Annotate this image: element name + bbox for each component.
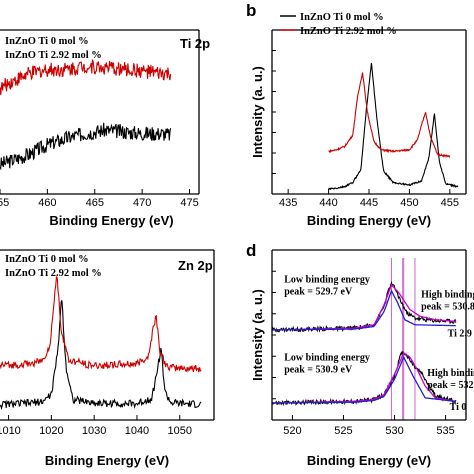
- x-axis-label-b: Binding Energy (eV): [307, 213, 431, 228]
- panel-letter-b: b: [246, 1, 256, 20]
- annotation-d-0: Low binding energy peak = 529.7 eV: [284, 274, 370, 297]
- series-line-d-2: [272, 289, 456, 331]
- x-tick-label-c-1: 1020: [39, 425, 63, 437]
- series-line-c-1: [0, 276, 202, 373]
- annotation-d-1: High binding peak = 530.8: [421, 290, 474, 313]
- annotation-d-2: Ti 2.9: [448, 329, 472, 340]
- x-tick-label-c-4: 1050: [168, 425, 192, 437]
- x-tick-label-b-2: 445: [360, 197, 378, 209]
- x-tick-label-b-1: 440: [319, 197, 337, 209]
- x-axis-label-a: Binding Energy (eV): [49, 213, 173, 228]
- x-tick-label-d-2: 530: [385, 425, 403, 437]
- x-tick-label-d-3: 535: [436, 425, 454, 437]
- annotation-d-3: Low binding energy peak = 530.9 eV: [284, 353, 370, 376]
- series-line-d-5: [272, 355, 456, 404]
- legend-entry-a-1: InZnO Ti 2.92 mol %: [5, 50, 102, 61]
- x-tick-label-b-3: 450: [400, 197, 418, 209]
- series-line-c-0: [0, 300, 202, 411]
- legend-entry-b-0: InZnO Ti 0 mol %: [300, 12, 384, 23]
- series-line-b-0: [328, 62, 459, 191]
- x-tick-label-a-4: 475: [180, 197, 198, 209]
- panel-letter-d: d: [246, 241, 256, 260]
- x-tick-label-b-0: 435: [279, 197, 297, 209]
- panel-title-c: Zn 2p: [178, 258, 213, 273]
- legend-entry-a-0: InZnO Ti 0 mol %: [5, 36, 89, 47]
- panel-a: 455 460 465 470 475 Binding Energy (eV) Ti 2p I…: [0, 29, 210, 228]
- x-tick-label-c-3: 1040: [125, 425, 149, 437]
- x-tick-label-b-4: 455: [441, 197, 459, 209]
- x-axis-label-c: Binding Energy (eV): [45, 453, 169, 468]
- x-axis-label-d: Binding Energy (eV): [307, 453, 431, 468]
- x-tick-label-d-0: 520: [283, 425, 301, 437]
- legend-entry-b-1: InZnO Ti 2.92 mol %: [300, 26, 397, 37]
- legend-entry-c-1: InZnO Ti 2.92 mol %: [5, 268, 102, 279]
- y-axis-label-d: Intensity (a. u.): [250, 289, 265, 381]
- x-tick-label-a-3: 470: [133, 197, 151, 209]
- panel-b: 435 440 445 450 455 Binding Energy (eV) Intens…: [246, 1, 467, 228]
- y-axis-label-b: Intensity (a. u.): [250, 66, 265, 158]
- x-tick-label-a-2: 465: [86, 197, 104, 209]
- x-tick-label-d-1: 525: [334, 425, 352, 437]
- series-line-a-0: [0, 122, 172, 171]
- panel-d: 520 525 530 535 Binding Energy (eV) Intensity…: [246, 241, 474, 468]
- x-tick-label-c-2: 1030: [82, 425, 106, 437]
- x-tick-label-a-0: 455: [0, 197, 9, 209]
- series-line-a-1: [0, 59, 172, 96]
- legend-entry-c-0: InZnO Ti 0 mol %: [5, 254, 89, 265]
- x-tick-label-a-1: 460: [38, 197, 56, 209]
- series-line-b-1: [328, 72, 451, 158]
- panel-title-a: Ti 2p: [180, 36, 210, 51]
- annotation-d-5: Ti 0: [450, 402, 467, 413]
